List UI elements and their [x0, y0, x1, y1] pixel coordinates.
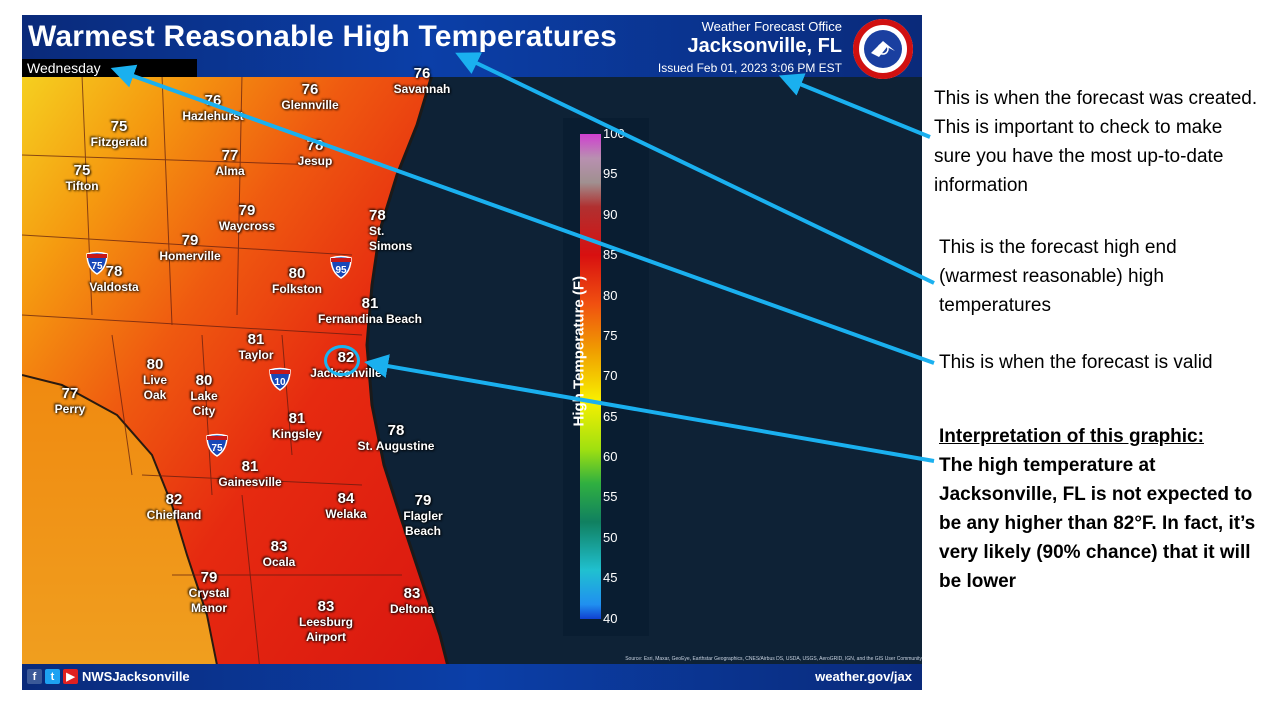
- colorbar-tick: 55: [603, 489, 618, 504]
- city-savannah: 76 Savannah: [393, 65, 451, 96]
- city-st-simons: 78 St. Simons: [369, 207, 413, 253]
- office-label: Weather Forecast Office: [701, 19, 842, 34]
- city-glennville: 76 Glennville: [281, 81, 339, 112]
- interstate-75-south-icon: 75: [206, 433, 228, 457]
- colorbar-tick: 70: [603, 368, 618, 383]
- colorbar-tick: 45: [603, 570, 618, 585]
- map-header: Warmest Reasonable High Temperatures Wed…: [22, 15, 922, 79]
- city-alma: 77 Alma: [215, 147, 245, 178]
- colorbar-label: High Temperature (F): [570, 275, 588, 427]
- city-fernandina-beach: 81 Fernandina Beach: [317, 295, 423, 326]
- youtube-icon[interactable]: ▶: [63, 669, 78, 684]
- colorbar-tick: 95: [603, 166, 618, 181]
- annotation-created: This is when the forecast was created. T…: [934, 88, 1258, 196]
- interstate-10-icon: 10: [269, 367, 291, 391]
- city-crystal-manor: 79 Crystal Manor: [188, 569, 230, 615]
- city-deltona: 83 Deltona: [389, 585, 435, 616]
- city-welaka: 84 Welaka: [325, 490, 367, 521]
- city-flagler-beach: 79 Flagler Beach: [403, 492, 443, 538]
- city-hazlehurst: 76 Hazlehurst: [182, 92, 244, 123]
- interpretation-body: The high temperature at Jacksonville, FL…: [939, 455, 1256, 592]
- map-source-credit: Source: Esri, Maxar, GeoEye, Earthstar G…: [625, 656, 922, 662]
- website-link[interactable]: weather.gov/jax: [815, 669, 912, 684]
- social-links: f t ▶: [27, 669, 78, 684]
- city-lake-city: 80 Lake City: [190, 372, 218, 418]
- city-live-oak: 80 Live Oak: [142, 356, 167, 402]
- interstate-95-icon: 95: [330, 255, 352, 279]
- twitter-icon[interactable]: t: [45, 669, 60, 684]
- city-ocala: 83 Ocala: [262, 538, 296, 569]
- svg-text:75: 75: [91, 261, 103, 272]
- map-footer: f t ▶ NWSJacksonville weather.gov/jax: [22, 664, 922, 690]
- city-st-augustine: 78 St. Augustine: [357, 422, 435, 453]
- colorbar-tick: 85: [603, 247, 618, 262]
- city-perry: 77 Perry: [54, 385, 86, 416]
- svg-text:95: 95: [335, 265, 347, 276]
- jacksonville-highlight-circle: [324, 345, 360, 376]
- facebook-icon[interactable]: f: [27, 669, 42, 684]
- interstate-75-north-icon: 75: [86, 251, 108, 275]
- city-chiefland: 82 Chiefland: [146, 491, 202, 522]
- issued-time: Issued Feb 01, 2023 3:06 PM EST: [657, 61, 842, 75]
- colorbar-tick: 65: [603, 409, 618, 424]
- city-fitzgerald: 75 Fitzgerald: [90, 118, 148, 149]
- nws-seal-icon: [853, 19, 913, 79]
- city-gainesville: 81 Gainesville: [218, 458, 282, 489]
- city-homerville: 79 Homerville: [159, 232, 221, 263]
- annotation-valid: This is when the forecast is valid: [939, 352, 1213, 373]
- annotation-high-end: This is the forecast high end (warmest r…: [939, 237, 1177, 316]
- office-location: Jacksonville, FL: [687, 35, 842, 57]
- city-jesup: 78 Jesup: [297, 137, 333, 168]
- colorbar-tick: 100: [603, 126, 625, 141]
- city-taylor: 81 Taylor: [238, 331, 274, 362]
- forecast-map: Warmest Reasonable High Temperatures Wed…: [22, 15, 922, 690]
- city-kingsley: 81 Kingsley: [271, 410, 323, 441]
- colorbar-tick: 40: [603, 611, 618, 626]
- svg-text:75: 75: [211, 443, 223, 454]
- city-folkston: 80 Folkston: [272, 265, 322, 296]
- valid-day: Wednesday: [22, 59, 197, 77]
- colorbar-tick: 80: [603, 288, 618, 303]
- temperature-colorbar: High Temperature (F) 100 95 90 85 80 75 …: [563, 118, 649, 636]
- svg-text:10: 10: [274, 377, 286, 388]
- city-waycross: 79 Waycross: [218, 202, 276, 233]
- interpretation-heading: Interpretation of this graphic:: [939, 426, 1204, 447]
- colorbar-tick: 60: [603, 449, 618, 464]
- colorbar-tick: 50: [603, 530, 618, 545]
- colorbar-tick: 75: [603, 328, 618, 343]
- map-background: [22, 15, 922, 690]
- colorbar-tick: 90: [603, 207, 618, 222]
- annotation-interpretation: Interpretation of this graphic: The high…: [939, 422, 1269, 596]
- city-tifton: 75 Tifton: [65, 162, 99, 193]
- social-handle[interactable]: NWSJacksonville: [82, 669, 190, 684]
- map-title: Warmest Reasonable High Temperatures: [28, 20, 618, 53]
- city-leesburg-airport: 83 Leesburg Airport: [298, 598, 353, 644]
- office-info: Weather Forecast Office Jacksonville, FL…: [658, 19, 842, 75]
